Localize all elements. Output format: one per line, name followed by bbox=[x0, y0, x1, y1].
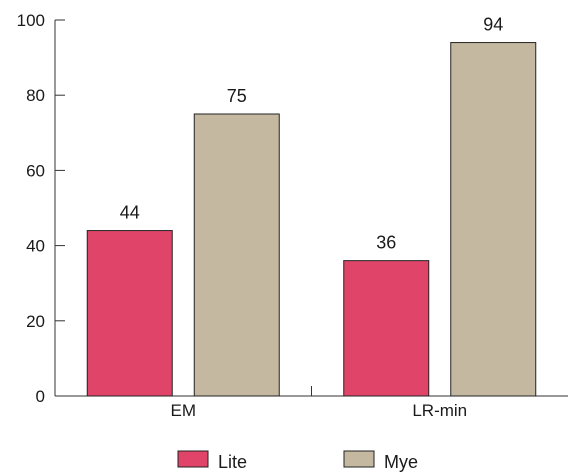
legend: Lite Mye bbox=[177, 450, 418, 472]
data-label: 75 bbox=[227, 86, 247, 106]
y-axis: 0 20 40 60 80 100 bbox=[17, 11, 65, 406]
bar-mye-em bbox=[193, 113, 280, 397]
legend-item-mye: Mye bbox=[343, 450, 418, 472]
bars: 44 75 36 94 bbox=[86, 15, 537, 397]
y-tick-label: 100 bbox=[17, 11, 45, 30]
legend-label: Lite bbox=[218, 452, 247, 472]
legend-item-lite: Lite bbox=[177, 450, 247, 472]
bar-lite-em bbox=[86, 230, 173, 397]
y-tick-label: 0 bbox=[36, 387, 45, 406]
bar-mye-lr-min bbox=[450, 42, 537, 397]
x-tick-label: EM bbox=[171, 401, 197, 420]
data-label: 94 bbox=[483, 15, 503, 35]
y-tick-label: 40 bbox=[26, 237, 45, 256]
data-label: 44 bbox=[120, 203, 140, 223]
x-tick-label: LR-min bbox=[412, 401, 467, 420]
legend-label: Mye bbox=[384, 452, 418, 472]
y-tick-label: 60 bbox=[26, 161, 45, 180]
legend-swatch bbox=[343, 450, 375, 468]
legend-swatch bbox=[177, 450, 209, 468]
y-tick-label: 80 bbox=[26, 86, 45, 105]
y-tick-label: 20 bbox=[26, 312, 45, 331]
data-label: 36 bbox=[376, 233, 396, 253]
bar-lite-lr-min bbox=[343, 260, 430, 397]
